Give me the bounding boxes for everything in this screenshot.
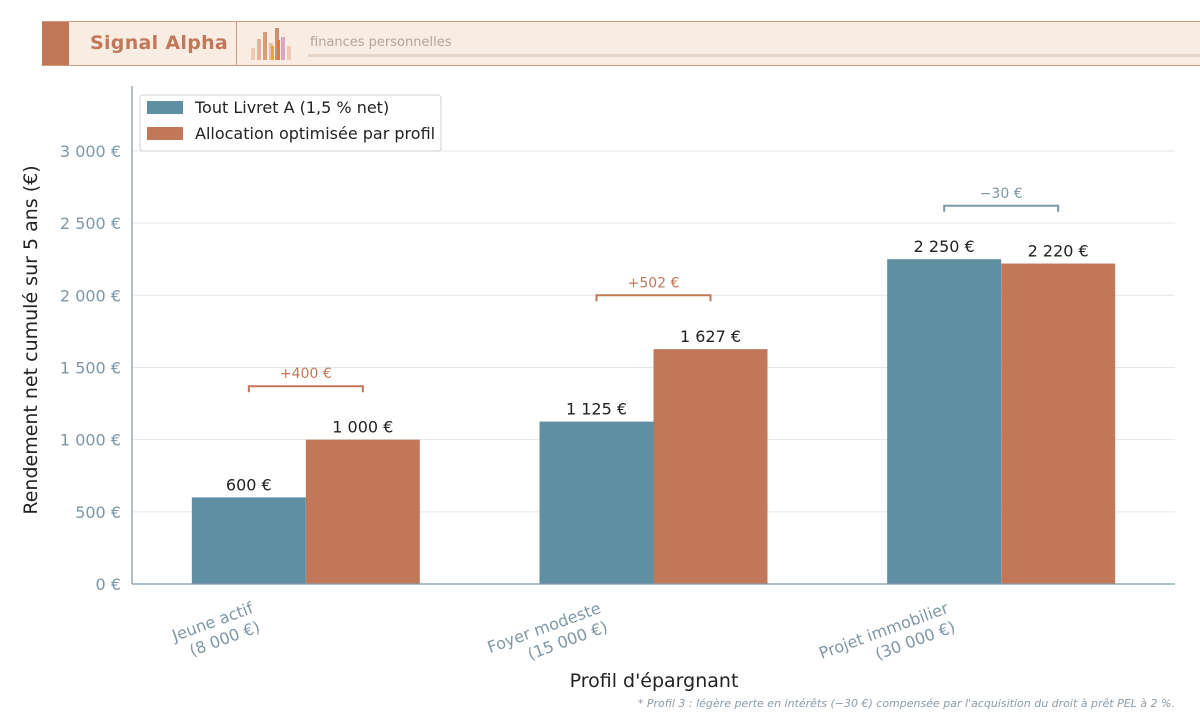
x-axis-title: Profil d'épargnant <box>570 670 739 692</box>
legend-box <box>139 94 442 152</box>
annotation-label-1: +502 € <box>628 275 680 291</box>
bar-s0-c0 <box>191 497 306 584</box>
legend-swatch-0 <box>147 101 183 114</box>
legend: Tout Livret A (1,5 % net) Allocation opti… <box>139 94 442 152</box>
difference-annotations: +400 € +502 € −30 € <box>247 186 1060 393</box>
header-tagline: finances personnelles <box>310 35 452 50</box>
bar-s1-c0 <box>305 439 420 584</box>
y-tick-label-5: 2 500 € <box>60 214 121 233</box>
x-tick-label-0: Jeune actif(8 000 €) <box>169 598 263 660</box>
site-header: Signal Alpha finances personnelles <box>42 21 1200 66</box>
chart-footnote: * Profil 3 : légère perte en intérêts (−… <box>637 697 1175 710</box>
header-rule <box>308 54 1200 57</box>
brand-name[interactable]: Signal Alpha <box>90 32 229 54</box>
bar-value-label-s0-c2: 2 250 € <box>914 237 975 256</box>
y-tick-label-3: 1 500 € <box>60 358 121 377</box>
annotation-label-2: −30 € <box>980 186 1023 202</box>
legend-swatch-1 <box>147 127 183 140</box>
annotation-bracket-2 <box>943 204 1060 212</box>
y-tick-label-2: 1 000 € <box>60 431 121 450</box>
header-divider <box>236 22 237 65</box>
x-tick-label-2: Projet immobilier(30 000 €) <box>816 598 957 663</box>
header-accent-block <box>42 22 69 65</box>
y-tick-label-4: 2 000 € <box>60 286 121 305</box>
annotation-bracket-1 <box>595 294 712 302</box>
legend-label-0: Tout Livret A (1,5 % net) <box>194 98 389 117</box>
y-tick-label-1: 500 € <box>75 503 121 522</box>
bar-value-label-s1-c1: 1 627 € <box>680 327 741 346</box>
y-tick-label-0: 0 € <box>96 575 121 594</box>
bar-s0-c2 <box>887 259 1002 584</box>
bar-s0-c1 <box>539 421 654 584</box>
y-axis-title: Rendement net cumulé sur 5 ans (€) <box>20 165 42 514</box>
bar-value-label-s0-c1: 1 125 € <box>566 400 627 419</box>
bar-series: 600 € 1 000 € 1 125 € 1 627 € 2 250 € 2 220 € <box>191 237 1116 584</box>
x-tick-label-1: Foyer modeste(15 000 €) <box>485 598 610 663</box>
bar-s1-c2 <box>1001 263 1116 584</box>
y-tick-label-6: 3 000 € <box>60 142 121 161</box>
bar-value-label-s0-c0: 600 € <box>226 475 272 494</box>
annotation-bracket-0 <box>247 385 364 393</box>
annotation-label-0: +400 € <box>280 366 332 382</box>
legend-label-1: Allocation optimisée par profil <box>195 124 435 143</box>
bar-chart-books-icon <box>251 28 291 60</box>
bar-value-label-s1-c2: 2 220 € <box>1028 242 1089 261</box>
bar-s1-c1 <box>653 349 768 584</box>
bar-value-label-s1-c0: 1 000 € <box>332 418 393 437</box>
